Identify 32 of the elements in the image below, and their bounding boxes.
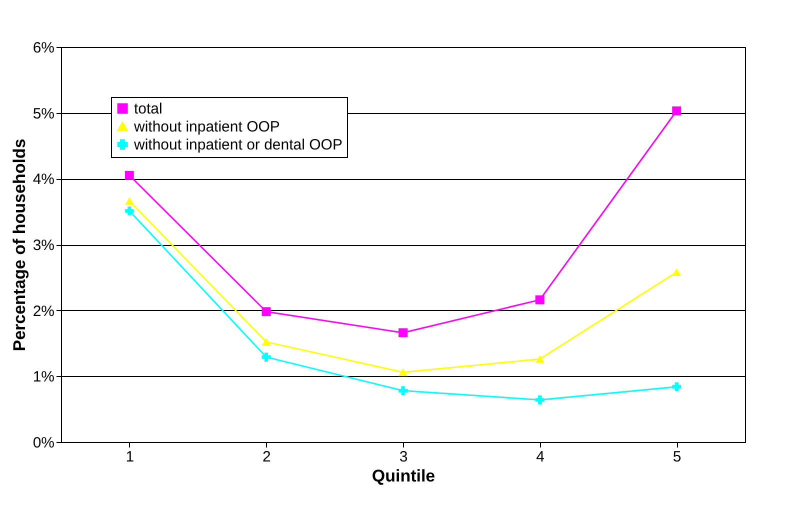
y-tick-label: 1% (32, 368, 54, 386)
y-tick-label: 4% (32, 171, 54, 188)
y-tick-label: 2% (32, 302, 54, 320)
x-tick-label: 4 (536, 448, 544, 466)
x-tick-label: 2 (262, 448, 271, 466)
y-tick-label: 5% (32, 105, 54, 122)
point (672, 268, 682, 276)
point (398, 368, 408, 376)
point (262, 338, 271, 346)
point (535, 355, 544, 363)
y-tick-label: 0% (32, 434, 54, 452)
point (672, 382, 682, 392)
x-tick-label: 3 (399, 448, 408, 466)
x-tick-label: 5 (672, 448, 682, 466)
point (398, 386, 408, 396)
point (535, 395, 544, 404)
point (124, 170, 134, 180)
legend-label: without inpatient OOP (133, 118, 280, 136)
x-tick-label: 1 (126, 448, 134, 466)
y-tick-label: 6% (32, 40, 54, 56)
point (672, 106, 682, 116)
point (535, 295, 544, 304)
point (398, 328, 408, 338)
point (262, 352, 271, 362)
x-axis-title: Quintile (372, 466, 436, 486)
y-tick-label: 3% (32, 237, 54, 254)
legend-label: total (134, 100, 162, 118)
point (124, 206, 134, 216)
legend-label: without inpatient or dental OOP (133, 136, 342, 154)
point (262, 307, 271, 316)
point (124, 197, 134, 205)
y-axis-title: Percentage of households (10, 138, 29, 352)
